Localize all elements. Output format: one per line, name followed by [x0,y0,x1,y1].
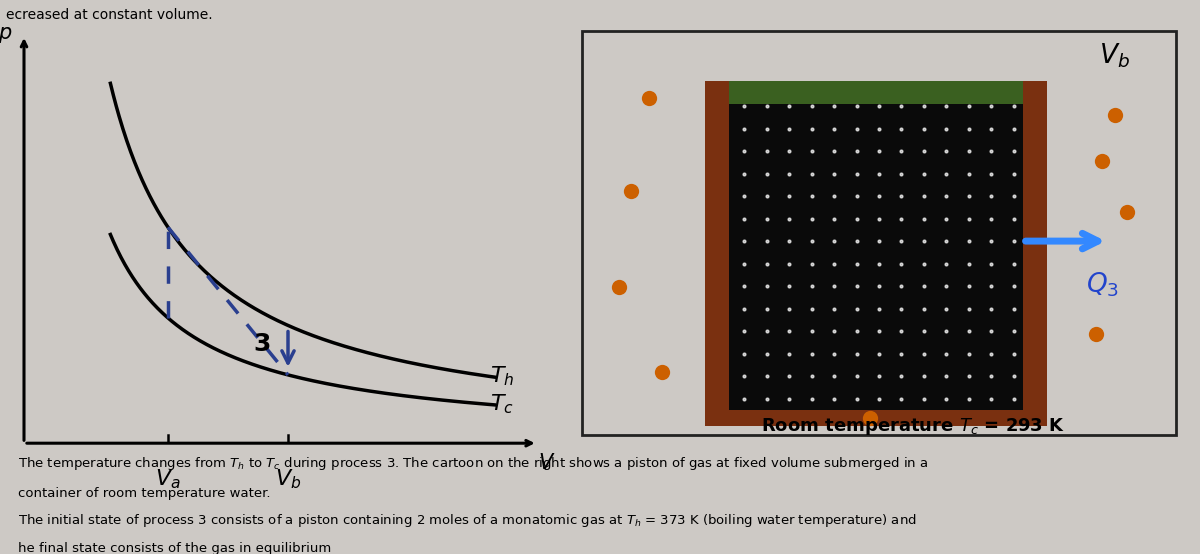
Bar [730,81,1022,104]
Text: $V_b$: $V_b$ [1099,42,1130,70]
Text: $V_b$: $V_b$ [275,468,301,491]
Text: he final state consists of the gas in equilibrium: he final state consists of the gas in eq… [18,542,331,554]
Text: The initial state of process 3 consists of a piston containing 2 moles of a mona: The initial state of process 3 consists … [18,512,917,529]
Text: 3: 3 [253,332,270,356]
Bar [704,409,1048,427]
Text: The temperature changes from $T_h$ to $T_c$ during process 3. The cartoon on the: The temperature changes from $T_h$ to $T… [18,455,928,471]
Text: $T_h$: $T_h$ [490,364,514,388]
Bar [1022,81,1048,427]
Text: ecreased at constant volume.: ecreased at constant volume. [6,8,212,22]
Text: container of room temperature water.: container of room temperature water. [18,486,270,500]
Bar [730,81,1022,409]
Text: $V_a$: $V_a$ [155,468,181,491]
Text: $p$: $p$ [0,25,12,45]
Text: $Q_3$: $Q_3$ [1086,270,1118,299]
Text: Room temperature $T_c$ = 293 K: Room temperature $T_c$ = 293 K [761,416,1064,437]
Bar [704,81,730,427]
Text: $V$: $V$ [539,453,556,473]
Text: $T_c$: $T_c$ [490,392,514,416]
